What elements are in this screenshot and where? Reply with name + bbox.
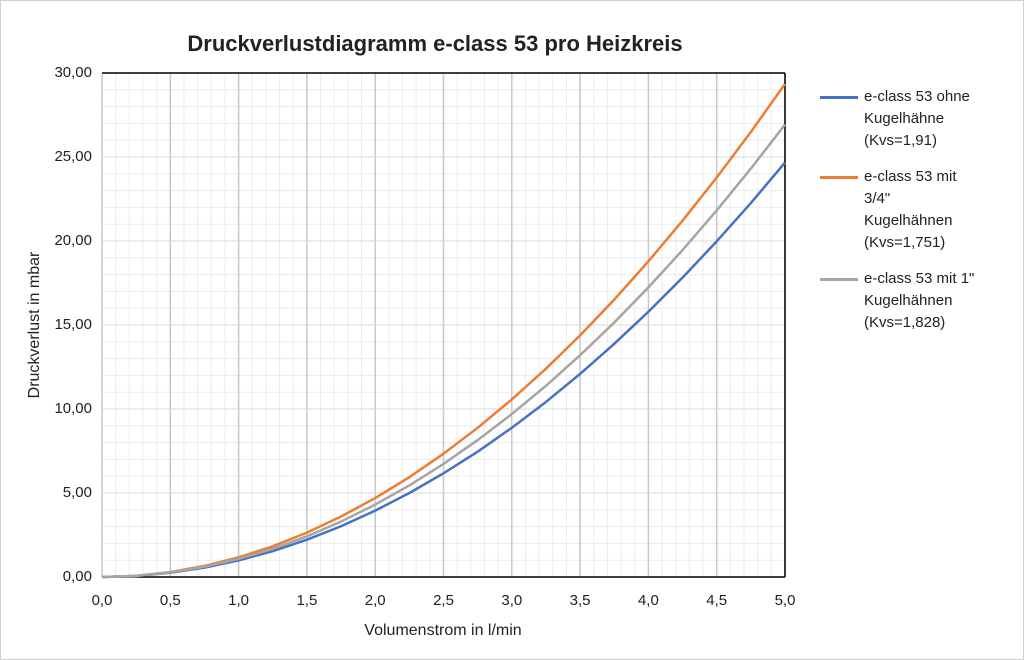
y-axis-title: Druckverlust in mbar (26, 251, 43, 398)
legend-label: e-class 53 mit 1" Kugelhähnen (Kvs=1,828… (864, 270, 975, 331)
legend-item: e-class 53 mit 1" Kugelhähnen (Kvs=1,828… (820, 268, 979, 334)
x-tick-label: 5,0 (775, 592, 796, 609)
x-axis-title: Volumenstrom in l/min (364, 622, 521, 639)
legend-label: e-class 53 ohne Kugelhähne (Kvs=1,91) (864, 88, 970, 149)
x-tick-label: 4,5 (706, 592, 727, 609)
y-tick-label: 25,00 (54, 148, 92, 165)
x-tick-label: 3,0 (501, 592, 522, 609)
legend-swatch (820, 96, 858, 99)
legend-item: e-class 53 mit 3/4" Kugelhähnen (Kvs=1,7… (820, 166, 979, 254)
y-tick-label: 10,00 (54, 400, 92, 417)
y-tick-label: 20,00 (54, 232, 92, 249)
legend-label: e-class 53 mit 3/4" Kugelhähnen (Kvs=1,7… (864, 168, 957, 251)
plot (101, 83, 787, 579)
x-tick-label: 2,0 (365, 592, 386, 609)
x-tick-label: 2,5 (433, 592, 454, 609)
x-tick-label: 0,0 (92, 592, 113, 609)
x-tick-label: 4,0 (638, 592, 659, 609)
y-tick-label: 5,00 (63, 484, 92, 501)
y-tick-label: 30,00 (54, 64, 92, 81)
legend-swatch (820, 278, 858, 281)
x-tick-label: 3,5 (570, 592, 591, 609)
x-tick-label: 1,0 (228, 592, 249, 609)
legend: e-class 53 ohne Kugelhähne (Kvs=1,91) e-c… (820, 86, 1010, 348)
y-tick-label: 15,00 (54, 316, 92, 333)
legend-item: e-class 53 ohne Kugelhähne (Kvs=1,91) (820, 86, 979, 152)
legend-swatch (820, 176, 858, 179)
y-tick-label: 0,00 (63, 568, 92, 585)
chart-title: Druckverlustdiagramm e-class 53 pro Heiz… (187, 31, 682, 56)
series-line (101, 123, 786, 579)
x-tick-label: 1,5 (296, 592, 317, 609)
grid (101, 72, 786, 578)
x-tick-label: 0,5 (160, 592, 181, 609)
